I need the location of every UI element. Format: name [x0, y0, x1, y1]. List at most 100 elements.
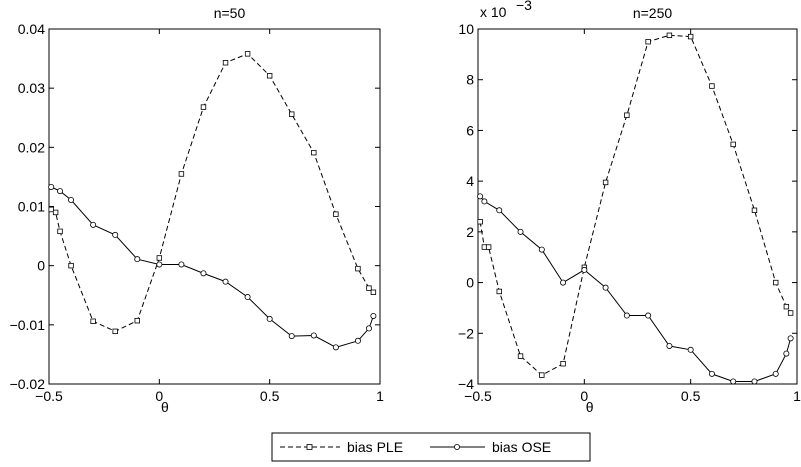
y-tick-label: −2 [458, 325, 474, 341]
x-axis-label: θ [586, 399, 594, 415]
data-point-ple [783, 303, 790, 310]
axes-box [48, 28, 381, 385]
series-line-ple [479, 34, 792, 376]
data-point-ose [222, 278, 229, 285]
data-point-ose [332, 344, 339, 351]
series-line-ose [50, 186, 374, 348]
data-point-ple [366, 285, 372, 291]
data-point-ple [730, 141, 736, 148]
data-point-ose [178, 261, 185, 268]
data-point-ose [156, 261, 163, 268]
data-point-ple [666, 32, 673, 39]
axes-box [477, 28, 798, 385]
series-line-ose [479, 196, 792, 382]
data-point-ple [48, 206, 54, 213]
data-point-ose [288, 333, 295, 340]
data-point-ose [134, 256, 141, 263]
legend-label-ple: bias PLE [347, 439, 403, 455]
data-point-ple [773, 279, 779, 286]
data-point-ple [134, 317, 140, 324]
data-point-ple [289, 111, 295, 117]
y-tick-label: −4 [458, 376, 474, 392]
data-point-ple [178, 171, 185, 177]
x-tick-label: −0.5 [35, 388, 63, 404]
data-point-ose [772, 370, 779, 377]
data-point-ose [68, 196, 75, 203]
y-tick-label: 0.02 [18, 139, 45, 155]
data-point-ple [539, 372, 545, 378]
data-point-ple [370, 289, 377, 295]
data-point-ose [751, 378, 758, 385]
y-exponent-label: x 10 [480, 4, 507, 20]
data-point-ose [48, 183, 55, 190]
legend-ose-marker [453, 443, 460, 450]
y-tick-label: 10 [458, 21, 474, 37]
panel-n250: −0.5 0 0.5 1 −4 −2 0 2 4 6 8 10 n=250 θ x 10 −3 [458, 0, 801, 415]
data-point-ple [90, 318, 96, 324]
data-point-ose [538, 246, 545, 253]
y-tick-label: −0.02 [10, 376, 46, 392]
data-point-ple [244, 51, 251, 57]
x-tick-label: 0 [580, 388, 588, 404]
x-tick-label: 0.5 [260, 388, 280, 404]
x-tick-label: 0 [155, 388, 163, 404]
data-point-ose [112, 231, 119, 238]
data-point-ple [560, 361, 566, 367]
data-point-ose [581, 266, 588, 273]
data-point-ose [602, 284, 609, 291]
data-point-ple [311, 149, 317, 156]
data-point-ple [200, 104, 207, 110]
data-point-ose [244, 294, 251, 301]
data-point-ose [730, 378, 737, 385]
data-point-ose [687, 346, 694, 353]
data-point-ple [787, 310, 794, 316]
chart-title: n=50 [214, 5, 246, 21]
data-point-ple [485, 244, 492, 250]
y-tick-label: 6 [466, 122, 474, 138]
data-point-ose [477, 193, 484, 200]
data-point-ose [560, 279, 567, 286]
x-tick-label: 0.5 [681, 388, 701, 404]
data-point-ple [517, 353, 524, 359]
panel-n50: −0.5 0 0.5 1 −0.02 −0.01 0 0.01 0.02 0.03 0.04 n=50… [10, 5, 385, 415]
data-point-ose [365, 325, 372, 332]
data-point-ose [517, 228, 524, 235]
data-point-ple [477, 219, 483, 225]
x-axis-label: θ [161, 399, 169, 415]
x-tick-label: 1 [793, 388, 801, 404]
y-tick-label: 4 [466, 173, 474, 189]
x-tick-label: −0.5 [464, 388, 492, 404]
y-tick-label: −0.01 [10, 317, 46, 333]
data-point-ple [645, 38, 651, 45]
chart-title: n=250 [633, 5, 673, 21]
data-point-ose [57, 188, 64, 195]
y-tick-label: 0.03 [18, 80, 45, 96]
y-tick-label: 0 [37, 258, 45, 274]
data-point-ose [370, 312, 377, 319]
y-tick-label: 0 [466, 275, 474, 291]
data-point-ple [602, 179, 609, 186]
data-point-ose [666, 342, 673, 349]
x-tick-label: 1 [376, 388, 384, 404]
data-point-ose [645, 312, 652, 319]
data-point-ple [112, 328, 118, 335]
data-point-ose [200, 270, 207, 277]
y-exponent-power: −3 [516, 0, 532, 13]
data-point-ple [624, 112, 630, 118]
data-point-ose [481, 198, 488, 205]
data-point-ose [90, 221, 97, 228]
data-point-ple [709, 83, 715, 89]
data-point-ose [787, 335, 794, 342]
data-point-ple [52, 209, 59, 216]
y-tick-label: 0.04 [18, 21, 45, 37]
data-point-ose [708, 370, 715, 377]
data-point-ple [222, 60, 229, 66]
y-tick-label: 2 [466, 224, 474, 240]
data-point-ple [496, 288, 502, 295]
data-point-ple [156, 255, 163, 261]
y-tick-label: 0.01 [18, 199, 45, 215]
data-point-ple [68, 262, 74, 269]
data-point-ose [623, 312, 630, 319]
y-tick-label: 8 [466, 72, 474, 88]
